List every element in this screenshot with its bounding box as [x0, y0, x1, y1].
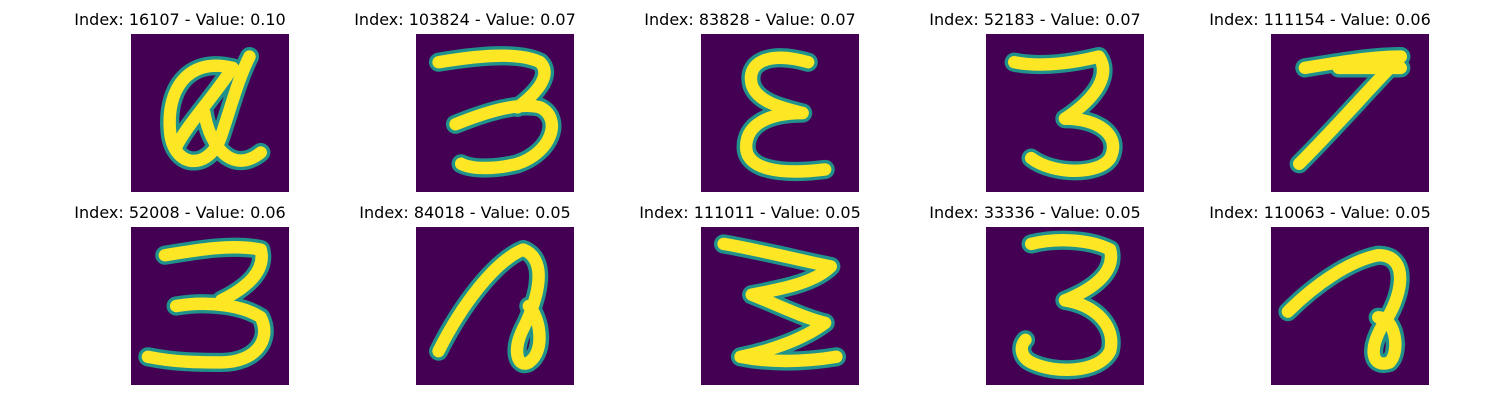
panel-9: Index: 33336 - Value: 0.05 [885, 193, 1185, 386]
panel-title: Index: 111011 - Value: 0.05 [639, 203, 861, 222]
panel-title: Index: 52183 - Value: 0.07 [929, 10, 1141, 29]
panel-title: Index: 110063 - Value: 0.05 [1209, 203, 1431, 222]
panel-7: Index: 84018 - Value: 0.05 [315, 193, 615, 386]
digit-image [701, 227, 859, 385]
panel-8: Index: 111011 - Value: 0.05 [600, 193, 900, 386]
panel-5: Index: 111154 - Value: 0.06 [1170, 0, 1470, 193]
digit-image [131, 227, 289, 385]
digit-image [986, 227, 1144, 385]
panel-10: Index: 110063 - Value: 0.05 [1170, 193, 1470, 386]
panel-title: Index: 84018 - Value: 0.05 [359, 203, 571, 222]
digit-image [1271, 227, 1429, 385]
panel-title: Index: 111154 - Value: 0.06 [1209, 10, 1431, 29]
digit-a-loop-icon [428, 239, 550, 373]
panel-title: Index: 33336 - Value: 0.05 [929, 203, 1141, 222]
digit-three-icon [1012, 230, 1121, 380]
digit-image [416, 34, 574, 192]
panel-title: Index: 52008 - Value: 0.06 [74, 203, 286, 222]
digit-image [986, 34, 1144, 192]
digit-epsilon-icon [736, 48, 835, 182]
digit-image [416, 227, 574, 385]
panel-4: Index: 52183 - Value: 0.07 [885, 0, 1185, 193]
digit-image [1271, 34, 1429, 192]
digit-three-icon [713, 234, 847, 371]
panel-title: Index: 103824 - Value: 0.07 [354, 10, 576, 29]
panel-3: Index: 83828 - Value: 0.07 [600, 0, 900, 193]
panel-title: Index: 83828 - Value: 0.07 [644, 10, 856, 29]
panel-title: Index: 16107 - Value: 0.10 [74, 10, 286, 29]
digit-seven-icon [1289, 46, 1411, 174]
digit-three-icon [1004, 46, 1123, 181]
digit-a-loop-icon [1278, 245, 1410, 374]
panel-1: Index: 16107 - Value: 0.10 [30, 0, 330, 193]
panel-6: Index: 52008 - Value: 0.06 [30, 193, 330, 386]
digit-three-icon [138, 237, 274, 373]
digit-a-loop-icon [160, 46, 271, 171]
digit-three-icon [428, 46, 562, 178]
panel-2: Index: 103824 - Value: 0.07 [315, 0, 615, 193]
digit-image [701, 34, 859, 192]
digit-image [131, 34, 289, 192]
